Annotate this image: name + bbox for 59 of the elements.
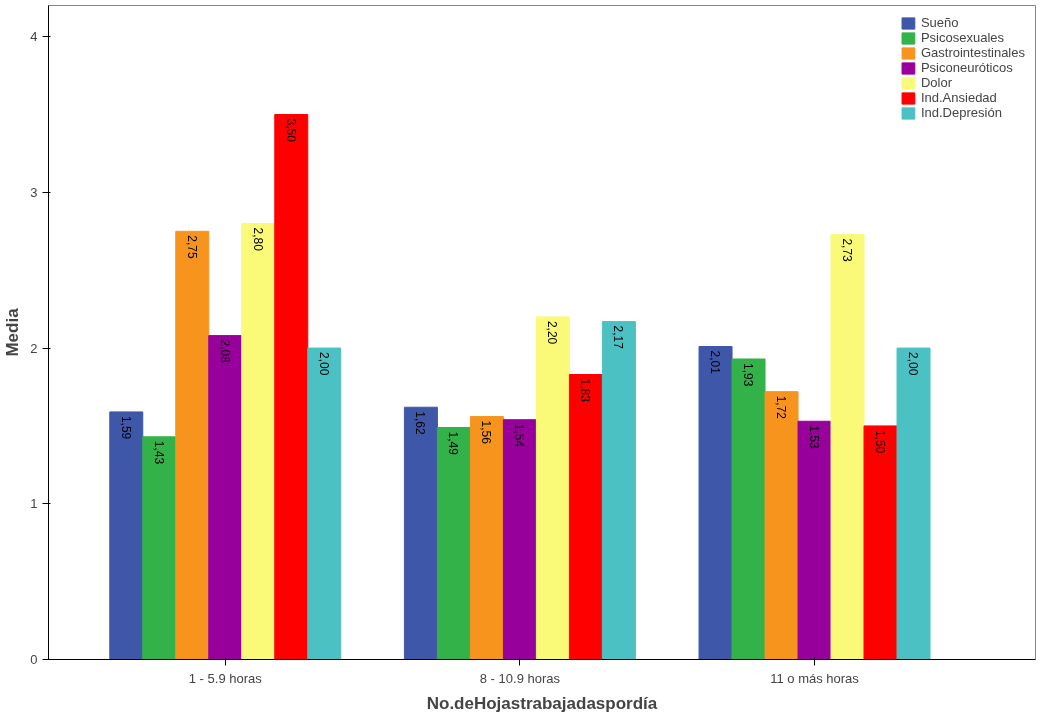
legend-label: Dolor [920, 75, 953, 90]
data-label: 1,62 [413, 411, 428, 435]
data-label: 1,93 [741, 362, 756, 387]
data-label: 1,53 [807, 425, 822, 449]
bar [568, 374, 603, 660]
bar [436, 426, 471, 660]
bar [830, 233, 865, 660]
data-label: 2,75 [184, 235, 199, 259]
data-label: 1,49 [446, 431, 461, 456]
bar [208, 335, 243, 660]
data-label: 1,56 [479, 420, 494, 445]
bar [764, 391, 799, 660]
data-label: 2,20 [545, 320, 560, 345]
x-axis-title: No.deHojastrabajadaspordía [426, 693, 658, 713]
legend-label: Sueño [920, 15, 959, 30]
y-tick-label: 3 [30, 184, 38, 200]
bar [731, 358, 766, 660]
bar [274, 114, 309, 660]
data-label: 1,43 [151, 440, 166, 465]
bar [502, 419, 537, 660]
x-tick-label: 11 o más horas [770, 670, 860, 686]
data-label: 2,01 [708, 350, 723, 375]
y-tick-label: 1 [30, 496, 38, 512]
x-tick-label: 8 - 10.9 horas [479, 670, 561, 686]
bar [896, 347, 931, 660]
data-label: 3,50 [283, 118, 298, 143]
bar [469, 416, 504, 660]
legend-label: Psiconeuróticos [920, 60, 1013, 75]
data-label: 1,72 [774, 395, 789, 420]
data-label: 2,17 [611, 325, 626, 350]
bar [797, 420, 832, 660]
legend-label: Psicosexuales [920, 30, 1005, 45]
data-label: 2,80 [250, 227, 265, 252]
bar [601, 321, 636, 660]
bar [403, 406, 438, 660]
bar [863, 425, 898, 660]
legend-label: Gastrointestinales [920, 45, 1025, 60]
data-label: 1,59 [118, 415, 133, 440]
y-axis-title: Media [3, 307, 23, 357]
legend-label: Ind.Ansiedad [920, 90, 997, 105]
bar [698, 346, 733, 660]
bar [109, 411, 144, 660]
data-label: 1,83 [578, 378, 593, 403]
data-label: 2,00 [316, 352, 331, 376]
bar [535, 316, 570, 660]
data-label: 2,73 [840, 238, 855, 263]
bar [307, 347, 342, 660]
x-tick-label: 1 - 5.9 horas [188, 670, 263, 686]
data-label: 2,08 [217, 339, 232, 364]
y-tick-label: 4 [30, 29, 38, 45]
legend-label: Ind.Depresión [920, 105, 1002, 120]
y-tick-label: 0 [30, 652, 38, 667]
bar [175, 230, 210, 660]
bar [142, 436, 177, 660]
y-tick-label: 2 [30, 340, 38, 356]
data-label: 2,00 [906, 352, 921, 376]
bar [241, 223, 276, 660]
data-label: 1,54 [512, 423, 527, 448]
data-label: 1,50 [873, 429, 888, 454]
